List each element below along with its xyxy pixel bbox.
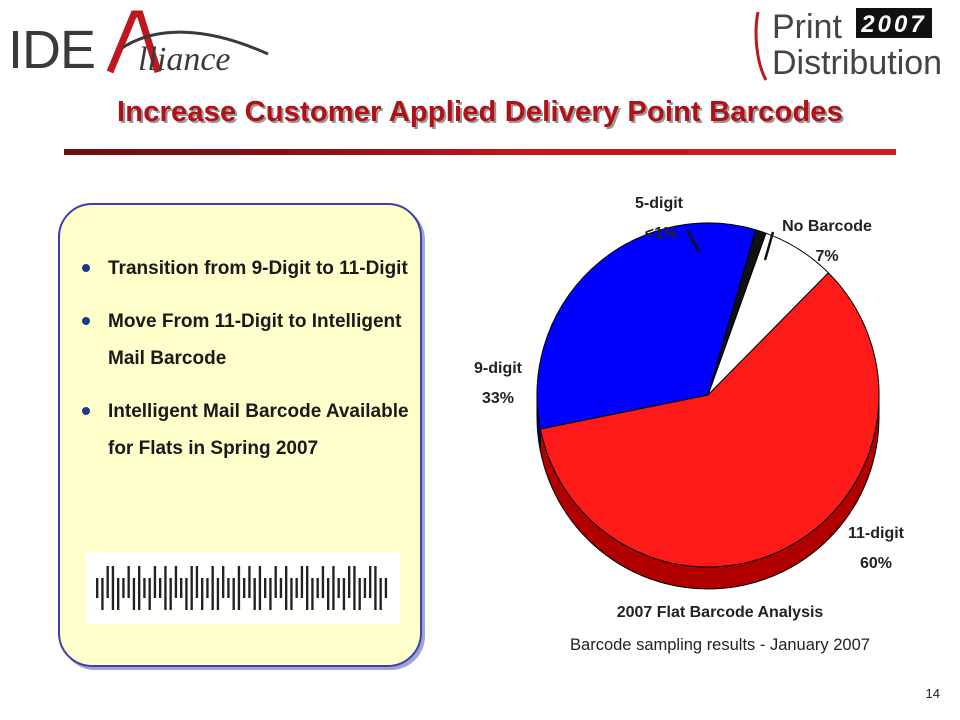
svg-text:lliance: lliance xyxy=(138,41,231,78)
chart-subtitle: Barcode sampling results - January 2007 xyxy=(570,636,870,654)
chart-title: 2007 Flat Barcode Analysis xyxy=(616,604,824,621)
idealliance-logo: IDE lliance xyxy=(8,10,269,78)
leader-line-5digit xyxy=(685,229,701,253)
slice-label-5digit: 5-digit xyxy=(635,195,684,212)
slice-value-nobarcode: 7% xyxy=(815,248,838,265)
page-title: Increase Customer Applied Delivery Point… xyxy=(117,96,843,128)
bullet-dot-icon xyxy=(82,407,90,415)
barcode-icon xyxy=(96,566,388,610)
leader-line-nobarcode xyxy=(763,231,775,261)
bullet-item: Transition from 9-Digit to 11-Digit xyxy=(80,250,410,287)
slice-value-9digit: 33% xyxy=(482,390,514,407)
slice-value-11digit: 60% xyxy=(860,555,892,572)
bullet-dot-icon xyxy=(82,317,90,325)
slice-label-11digit: 11-digit xyxy=(848,525,905,542)
bullet-dot-icon xyxy=(82,264,90,272)
pie-slice-5-digit xyxy=(707,229,767,396)
page-number: 14 xyxy=(925,686,940,701)
title-divider xyxy=(64,149,896,155)
slice-value-5digit: <1% xyxy=(645,225,677,242)
bullet-text: Intelligent Mail Barcode Available for F… xyxy=(108,401,409,459)
svg-text:Distribution: Distribution xyxy=(772,44,942,82)
bullet-text: Transition from 9-Digit to 11-Digit xyxy=(108,258,408,279)
svg-text:IDE: IDE xyxy=(8,20,95,78)
pie-chart: 5-digit <1% No Barcode 7% 9-digit 33% 11… xyxy=(474,195,905,590)
pie-slice-9-digit xyxy=(536,222,757,430)
svg-text:Print: Print xyxy=(772,8,842,46)
svg-text:2007: 2007 xyxy=(860,11,926,38)
intelligent-mail-barcode-image xyxy=(86,552,400,624)
slice-label-nobarcode: No Barcode xyxy=(782,218,872,235)
slice-label-9digit: 9-digit xyxy=(474,360,523,377)
pie-slice-11-digit xyxy=(539,272,880,568)
bullet-item: Move From 11-Digit to Intelligent Mail B… xyxy=(80,303,410,377)
bullet-list: Transition from 9-Digit to 11-Digit Move… xyxy=(80,250,410,483)
bullet-item: Intelligent Mail Barcode Available for F… xyxy=(80,393,410,467)
print-distribution-logo: Print 2007 Distribution xyxy=(754,8,942,82)
bullet-text: Move From 11-Digit to Intelligent Mail B… xyxy=(108,311,402,369)
